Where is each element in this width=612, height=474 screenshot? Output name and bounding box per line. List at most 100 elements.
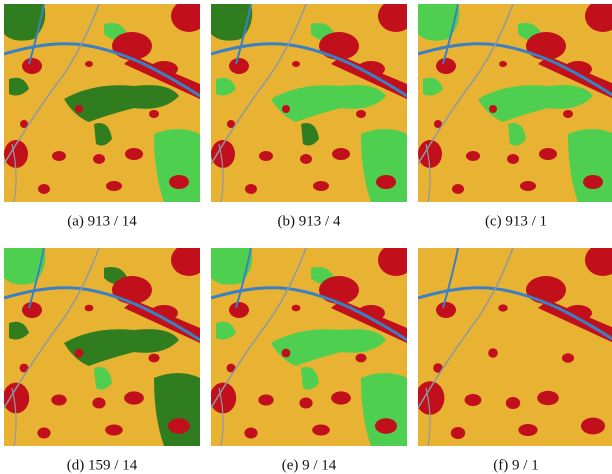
urban-area: [168, 418, 190, 434]
map-panel: (b) 913 / 4: [211, 4, 407, 229]
river: [28, 4, 45, 65]
urban-area: [433, 363, 443, 373]
panel-caption: (d) 159 / 14: [67, 457, 138, 473]
vegetation: [64, 85, 179, 122]
urban-area: [436, 302, 456, 318]
river: [442, 248, 459, 309]
urban-area: [520, 181, 536, 191]
vegetation: [418, 248, 460, 285]
urban-area: [319, 276, 359, 304]
urban-area: [52, 151, 66, 161]
map-panel: (a) 913 / 14: [4, 4, 200, 229]
urban-area: [563, 110, 573, 118]
urban-area: [332, 148, 350, 160]
vegetation: [94, 367, 112, 390]
river: [4, 286, 200, 342]
road: [4, 248, 100, 409]
river: [4, 42, 200, 98]
urban-area: [105, 424, 123, 436]
vegetation: [216, 77, 236, 96]
vegetation: [423, 321, 443, 340]
urban-area: [22, 58, 42, 74]
urban-area: [538, 300, 612, 343]
vegetation: [361, 373, 407, 446]
panel-caption: (b) 913 / 4: [278, 213, 341, 229]
vegetation: [478, 329, 593, 366]
panel-caption: (e) 9 / 14: [282, 457, 337, 473]
urban-area: [19, 363, 29, 373]
vegetation: [508, 123, 526, 146]
urban-area: [418, 140, 442, 168]
vegetation: [4, 248, 46, 285]
urban-area: [526, 32, 566, 60]
urban-area: [106, 181, 122, 191]
urban-area: [169, 175, 189, 189]
urban-area: [171, 4, 200, 32]
river: [235, 248, 252, 309]
urban-area: [22, 302, 42, 318]
urban-area: [436, 58, 456, 74]
vegetation: [94, 123, 112, 146]
urban-area: [378, 248, 407, 276]
map-panel: (d) 159 / 14: [4, 248, 200, 473]
urban-area: [4, 140, 28, 168]
vegetation: [301, 367, 319, 390]
road: [11, 143, 17, 202]
map-panel: (f) 9 / 1: [418, 248, 612, 473]
panel-caption: (a) 913 / 14: [67, 213, 137, 229]
urban-area: [450, 427, 466, 439]
urban-area: [211, 382, 237, 414]
urban-area: [20, 120, 28, 128]
urban-area: [226, 363, 236, 373]
urban-area: [505, 397, 521, 409]
road: [218, 387, 224, 446]
urban-area: [124, 300, 200, 343]
urban-area: [581, 417, 605, 435]
vegetation: [478, 85, 593, 122]
urban-area: [376, 175, 396, 189]
vegetation: [423, 77, 443, 96]
map-panel: (e) 9 / 14: [211, 248, 407, 473]
urban-area: [434, 120, 442, 128]
vegetation: [211, 4, 253, 41]
urban-area: [38, 184, 50, 194]
map-image: [418, 4, 612, 202]
road: [11, 387, 17, 446]
vegetation: [568, 373, 612, 446]
road: [218, 143, 224, 202]
urban-area: [464, 394, 482, 406]
urban-area: [124, 391, 144, 405]
urban-area: [585, 4, 612, 32]
urban-area: [378, 4, 407, 32]
urban-area: [292, 61, 300, 67]
urban-area: [312, 424, 330, 436]
urban-area: [498, 304, 508, 312]
vegetation: [418, 4, 460, 41]
vegetation: [568, 129, 612, 202]
urban-area: [281, 348, 291, 358]
map-image: [418, 248, 612, 446]
road: [425, 143, 431, 202]
river: [235, 4, 252, 65]
urban-area: [171, 248, 200, 276]
urban-area: [299, 397, 313, 409]
river: [418, 42, 612, 97]
vegetation: [154, 373, 200, 446]
urban-area: [331, 56, 407, 99]
urban-area: [489, 105, 497, 113]
urban-area: [418, 381, 445, 415]
river: [442, 4, 459, 65]
vegetation: [508, 367, 526, 390]
urban-area: [526, 276, 566, 304]
road: [418, 248, 514, 409]
map-panel: (c) 913 / 1: [418, 4, 612, 229]
urban-area: [112, 32, 152, 60]
urban-area: [258, 394, 274, 406]
panel-caption: (c) 913 / 1: [485, 213, 547, 229]
map-image: [211, 248, 407, 446]
urban-area: [518, 424, 538, 436]
vegetation: [64, 329, 179, 366]
urban-area: [93, 154, 105, 164]
vegetation: [211, 248, 253, 285]
